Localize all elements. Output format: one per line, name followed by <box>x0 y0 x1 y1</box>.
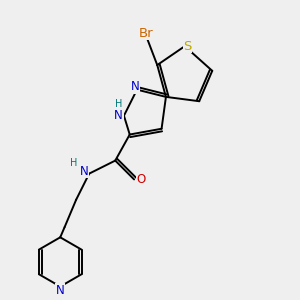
Text: N: N <box>80 165 88 178</box>
Text: O: O <box>137 173 146 186</box>
Text: S: S <box>184 40 192 53</box>
Text: H: H <box>70 158 78 168</box>
Text: N: N <box>114 109 123 122</box>
Text: N: N <box>131 80 140 93</box>
Text: H: H <box>115 98 122 109</box>
Text: N: N <box>56 284 64 297</box>
Text: Br: Br <box>138 27 153 40</box>
